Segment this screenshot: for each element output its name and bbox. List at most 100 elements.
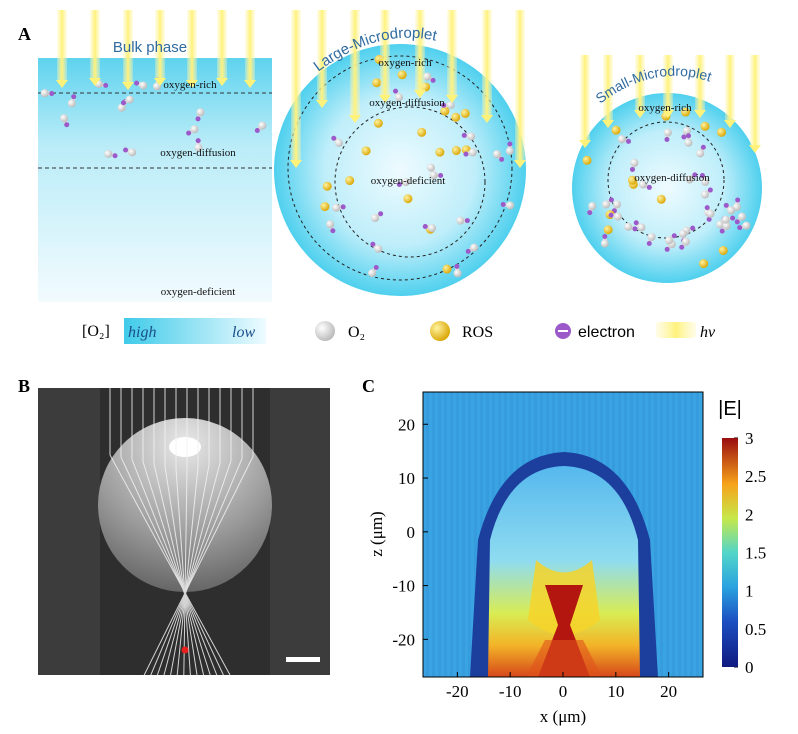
microsphere — [98, 418, 272, 592]
o2-molecule — [470, 243, 479, 252]
light-arrow — [749, 145, 761, 153]
bulk-title: Bulk phase — [113, 39, 187, 56]
electron — [134, 80, 140, 86]
colorbar — [722, 438, 738, 667]
scale-bar — [286, 657, 320, 662]
light-beam — [155, 10, 165, 78]
ros-molecule — [345, 176, 355, 186]
o2-molecule — [371, 214, 380, 223]
o2-molecule — [117, 103, 126, 112]
o2-molecule — [334, 138, 343, 147]
electron — [587, 210, 593, 216]
electron — [396, 181, 402, 187]
light-beam — [123, 10, 133, 82]
bulk-phase — [38, 58, 272, 302]
o2-molecule — [638, 180, 647, 189]
electron — [64, 122, 70, 128]
light-arrow — [316, 100, 328, 108]
light-arrow — [122, 82, 134, 90]
electron — [700, 144, 706, 150]
electron — [719, 228, 725, 234]
light-ray — [150, 458, 243, 675]
o2-molecule — [492, 150, 501, 159]
light-ray — [153, 463, 205, 675]
zone-label: oxygen-rich — [378, 57, 432, 69]
electron — [704, 205, 710, 211]
o2-molecule — [190, 125, 199, 134]
light-ray — [183, 469, 188, 675]
electron — [734, 219, 740, 225]
x-tick-label: -20 — [446, 682, 469, 701]
ros-molecule — [717, 127, 727, 137]
o2-molecule — [40, 89, 49, 98]
light-beam — [695, 55, 705, 110]
ros-molecule — [451, 146, 461, 156]
light-beam — [447, 10, 457, 95]
electron — [430, 77, 436, 83]
electron — [735, 197, 741, 203]
field-map — [423, 392, 703, 677]
focus-point — [181, 646, 189, 654]
o2-molecule — [456, 216, 465, 225]
o2-molecule — [722, 221, 731, 230]
ros-molecule — [322, 181, 332, 191]
light-arrow — [694, 110, 706, 118]
ros-molecule — [451, 112, 461, 122]
electron — [646, 240, 652, 246]
zone-label: oxygen-diffusion — [369, 97, 445, 109]
electron — [340, 204, 346, 210]
legend-o2: [O₂] — [82, 323, 110, 340]
o2-molecule — [368, 269, 377, 278]
light-beam — [187, 10, 197, 80]
ros-molecule — [403, 194, 413, 204]
o2-molecule — [684, 138, 693, 147]
ros-molecule — [656, 194, 666, 204]
o2-molecule — [139, 81, 148, 90]
legend-high: high — [128, 324, 156, 341]
legend-item: electron — [578, 324, 635, 341]
electron — [499, 156, 505, 162]
colorbar-tick-label: 1.5 — [745, 544, 766, 563]
ros-molecule — [627, 175, 637, 185]
light-ray — [175, 468, 191, 675]
electron — [49, 91, 55, 97]
y-tick-label: 0 — [407, 523, 416, 542]
electron — [679, 244, 685, 250]
panel-label: C — [362, 376, 375, 396]
electron — [195, 116, 201, 122]
zone-label: oxygen-rich — [638, 102, 692, 114]
light-ray — [163, 462, 221, 675]
zone-label: oxygen-deficient — [161, 286, 236, 298]
droplet-field — [488, 466, 640, 677]
electron — [690, 225, 696, 231]
colorbar-tick-label: 3 — [745, 429, 754, 448]
o2-molecule — [428, 224, 437, 233]
y-axis-label: z (μm) — [367, 511, 386, 556]
light-beam — [291, 10, 301, 160]
electron — [373, 265, 379, 271]
light-arrow — [414, 90, 426, 98]
light-arrow — [602, 120, 614, 128]
electron — [330, 228, 336, 234]
electron — [608, 212, 614, 218]
electron — [671, 233, 677, 239]
light-beam — [635, 55, 645, 110]
o2-molecule — [665, 236, 674, 245]
o2-molecule — [602, 200, 611, 209]
light-arrow — [514, 160, 526, 168]
electron — [103, 82, 109, 88]
light-arrow — [481, 115, 493, 123]
o2-molecule — [196, 108, 205, 117]
o2-molecule — [701, 177, 710, 186]
o2-molecule — [663, 128, 672, 137]
electron — [706, 216, 712, 222]
ros-molecule — [582, 155, 592, 165]
light-arrow — [379, 95, 391, 103]
ros-molecule — [372, 78, 382, 88]
panel-c: C -20 -10 0 10 20 20 10 0 -10 -20 0 0.5 1 1.5 2 2.5 3 |E… — [362, 376, 766, 726]
light-ray — [176, 467, 199, 675]
y-tick-label: -20 — [392, 630, 415, 649]
o2-molecule — [446, 101, 455, 110]
light-arrow — [634, 110, 646, 118]
o2-molecule — [104, 149, 113, 158]
